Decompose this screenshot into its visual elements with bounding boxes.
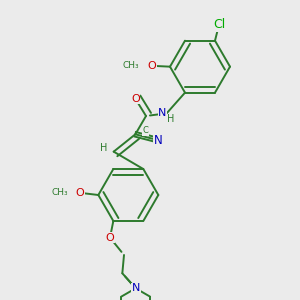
Text: O: O bbox=[131, 94, 140, 103]
Text: Cl: Cl bbox=[213, 18, 225, 31]
Text: O: O bbox=[147, 61, 156, 71]
Text: N: N bbox=[158, 108, 167, 118]
Text: O: O bbox=[76, 188, 84, 198]
Text: N: N bbox=[154, 134, 163, 147]
Text: H: H bbox=[100, 143, 107, 153]
Text: CH₃: CH₃ bbox=[51, 188, 68, 197]
Text: C: C bbox=[142, 127, 148, 136]
Text: N: N bbox=[131, 283, 140, 293]
Text: O: O bbox=[106, 232, 114, 243]
Text: N: N bbox=[131, 283, 140, 293]
Text: CH₃: CH₃ bbox=[123, 61, 139, 70]
Text: H: H bbox=[167, 114, 175, 124]
